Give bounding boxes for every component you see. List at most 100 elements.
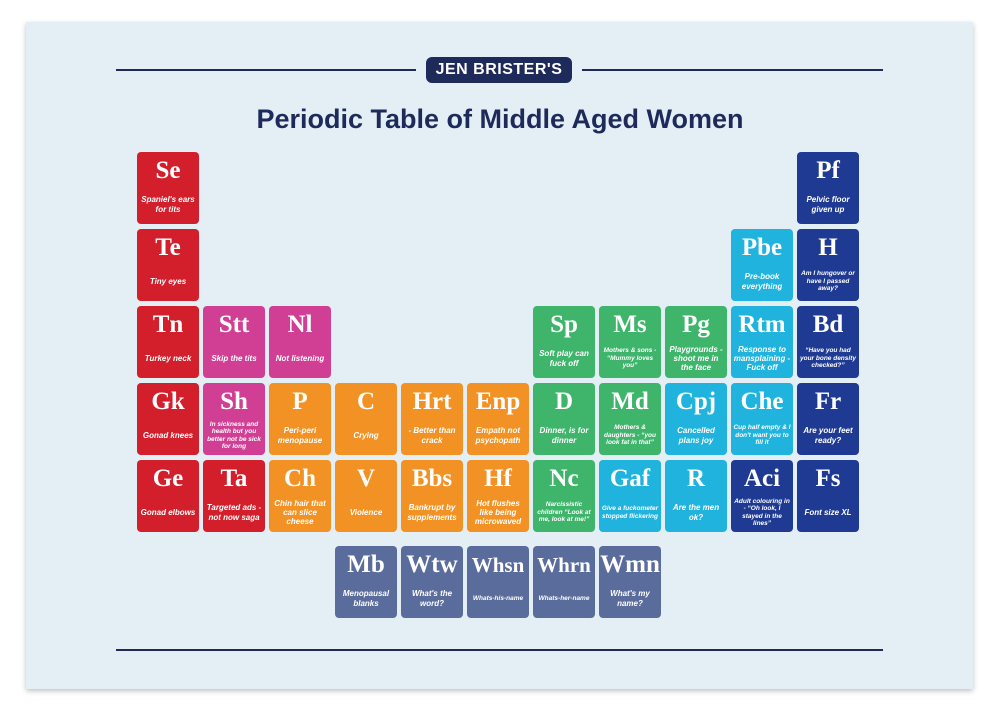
tile-description: Pre-book everything xyxy=(741,272,783,291)
tile-symbol: Ta xyxy=(220,465,248,492)
tile-description: Crying xyxy=(353,430,379,440)
tile-symbol: Nc xyxy=(549,465,579,492)
tile-c: C Crying xyxy=(335,383,397,455)
tile-symbol: Enp xyxy=(475,388,521,415)
tile-description: Mothers & daughters - “you look fat in t… xyxy=(603,424,656,447)
tile-description: Cup half empty & I don't want you to fil… xyxy=(733,424,791,447)
tile-r: R Are the men ok? xyxy=(665,460,727,532)
tile-hrt: Hrt - Better than crack xyxy=(401,383,463,455)
tile-symbol: Gaf xyxy=(609,465,651,492)
tile-symbol: R xyxy=(686,465,706,492)
tile-description: Skip the tits xyxy=(211,353,257,363)
tile-symbol: V xyxy=(356,465,376,492)
tile-description: Pelvic floor given up xyxy=(806,195,850,214)
tile-description: What's the word? xyxy=(411,589,453,608)
tile-description: Response to mansplaining - Fuck off xyxy=(733,344,791,373)
tile-description: Empath not psychopath xyxy=(475,426,521,445)
tile-description: Turkey neck xyxy=(144,353,192,363)
tile-description: In sickness and health but you better no… xyxy=(207,420,261,450)
tile-wtw: Wtw What's the word? xyxy=(401,546,463,618)
tile-symbol: Pbe xyxy=(741,234,783,261)
tile-d: D Dinner, is for dinner xyxy=(533,383,595,455)
tile-description: Give a fuckometer stopped flickering xyxy=(601,505,659,520)
tile-symbol: Wtw xyxy=(406,551,458,578)
tile-gaf: Gaf Give a fuckometer stopped flickering xyxy=(599,460,661,532)
tile-stt: Stt Skip the tits xyxy=(203,306,265,378)
tile-se: Se Spaniel's ears for tits xyxy=(137,152,199,224)
tile-symbol: Nl xyxy=(287,311,313,338)
tile-aci: Aci Adult colouring in - “Oh look, I stay… xyxy=(731,460,793,532)
tile-description: Font size XL xyxy=(804,507,852,517)
tile-symbol: Tn xyxy=(152,311,184,338)
tile-symbol: Sp xyxy=(550,311,578,338)
tile-ch: Ch Chin hair that can slice cheese xyxy=(269,460,331,532)
tile-pbe: Pbe Pre-book everything xyxy=(731,229,793,301)
tile-tn: Tn Turkey neck xyxy=(137,306,199,378)
tile-description: Whats-her-name xyxy=(538,594,590,602)
tile-description: Are the men ok? xyxy=(672,503,720,522)
tile-pf: Pf Pelvic floor given up xyxy=(797,152,859,224)
tile-bd: Bd “Have you had your bone density checke… xyxy=(797,306,859,378)
tile-wmn: Wmn What's my name? xyxy=(599,546,661,618)
top-rule-left xyxy=(116,69,416,71)
tile-symbol: Aci xyxy=(743,465,781,492)
tile-description: Dinner, is for dinner xyxy=(539,426,589,445)
tile-symbol: Ge xyxy=(152,465,184,492)
tile-symbol: P xyxy=(292,388,308,415)
brand-badge: JEN BRISTER'S xyxy=(426,57,572,83)
tile-gk: Gk Gonad knees xyxy=(137,383,199,455)
tile-symbol: Che xyxy=(740,388,784,415)
tile-v: V Violence xyxy=(335,460,397,532)
tile-symbol: Hrt xyxy=(412,388,452,415)
tile-pg: Pg Playgrounds - shoot me in the face xyxy=(665,306,727,378)
tile-te: Te Tiny eyes xyxy=(137,229,199,301)
tile-symbol: Ch xyxy=(284,465,316,492)
tile-description: Spaniel's ears for tits xyxy=(141,195,195,214)
tile-p: P Peri-peri menopause xyxy=(269,383,331,455)
tile-symbol: Gk xyxy=(151,388,185,415)
tile-mb: Mb Menopausal blanks xyxy=(335,546,397,618)
tile-description: Hot flushes like being microwaved xyxy=(474,498,522,527)
tile-sp: Sp Soft play can fuck off xyxy=(533,306,595,378)
tile-description: Am I hungover or have I passed away? xyxy=(801,270,855,293)
tile-che: Che Cup half empty & I don't want you to … xyxy=(731,383,793,455)
tile-symbol: Cpj xyxy=(675,388,717,415)
tile-symbol: Pg xyxy=(682,311,710,338)
tile-description: Targeted ads - not now saga xyxy=(206,503,262,522)
tile-symbol: Stt xyxy=(218,311,250,338)
tile-description: Narcissistic children “Look at me, look … xyxy=(537,501,591,524)
tile-nc: Nc Narcissistic children “Look at me, loo… xyxy=(533,460,595,532)
tile-description: Soft play can fuck off xyxy=(539,349,589,368)
tile-symbol: Te xyxy=(155,234,181,261)
tile-symbol: Wmn xyxy=(600,551,660,578)
tile-description: Violence xyxy=(349,507,383,517)
tile-nl: Nl Not listening xyxy=(269,306,331,378)
tile-ta: Ta Targeted ads - not now saga xyxy=(203,460,265,532)
tile-md: Md Mothers & daughters - “you look fat in… xyxy=(599,383,661,455)
tile-fs: Fs Font size XL xyxy=(797,460,859,532)
tile-description: Adult colouring in - “Oh look, I stayed … xyxy=(734,497,790,527)
tile-cpj: Cpj Cancelled plans joy xyxy=(665,383,727,455)
tile-hf: Hf Hot flushes like being microwaved xyxy=(467,460,529,532)
tile-description: What's my name? xyxy=(610,589,650,608)
tile-description: Are your feet ready? xyxy=(803,426,853,445)
tile-description: Gonad elbows xyxy=(140,507,196,517)
top-rule-right xyxy=(582,69,883,71)
tile-sh: Sh In sickness and health but you better … xyxy=(203,383,265,455)
tile-symbol: Rtm xyxy=(738,311,786,338)
tile-symbol: Whrn xyxy=(537,553,591,577)
bottom-rule xyxy=(116,649,883,651)
tile-description: - Better than crack xyxy=(408,426,456,445)
tile-symbol: Bd xyxy=(812,311,844,338)
tile-description: Bankrupt by supplements xyxy=(407,503,457,522)
tile-symbol: D xyxy=(554,388,574,415)
tile-symbol: Sh xyxy=(220,388,248,415)
tile-symbol: Hf xyxy=(484,465,512,492)
tile-ms: Ms Mothers & sons - “Mummy loves you” xyxy=(599,306,661,378)
tile-symbol: Mb xyxy=(347,551,385,578)
page-title: Periodic Table of Middle Aged Women xyxy=(256,104,744,134)
tile-rtm: Rtm Response to mansplaining - Fuck off xyxy=(731,306,793,378)
tile-ge: Ge Gonad elbows xyxy=(137,460,199,532)
tile-description: Not listening xyxy=(275,353,325,363)
tile-description: Gonad knees xyxy=(142,430,194,440)
